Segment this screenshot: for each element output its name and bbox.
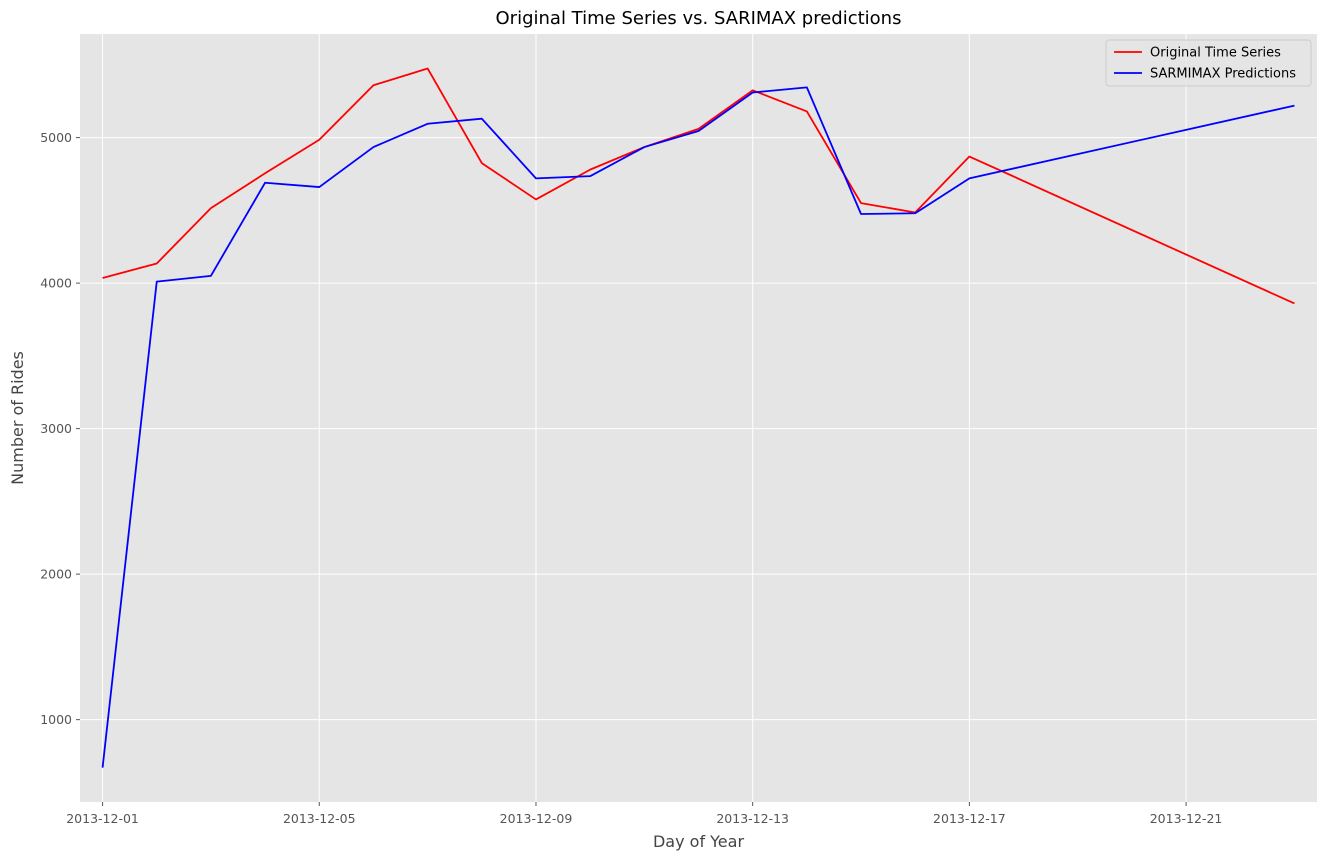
x-tick-label: 2013-12-05 bbox=[283, 811, 356, 826]
x-tick-label: 2013-12-09 bbox=[500, 811, 573, 826]
x-tick-label: 2013-12-01 bbox=[66, 811, 139, 826]
y-tick-label: 2000 bbox=[40, 567, 72, 582]
y-tick-label: 3000 bbox=[40, 421, 72, 436]
x-tick-label: 2013-12-17 bbox=[933, 811, 1006, 826]
series-layer bbox=[101, 67, 1295, 768]
legend-box bbox=[1105, 39, 1312, 87]
x-tick-label: 2013-12-21 bbox=[1150, 811, 1223, 826]
series-line-0 bbox=[102, 67, 1295, 305]
y-tick-label: 5000 bbox=[40, 130, 72, 145]
legend: Original Time Series SARMIMAX Predictions bbox=[1105, 39, 1312, 87]
legend-label: SARMIMAX Predictions bbox=[1150, 67, 1296, 82]
grid-lines bbox=[80, 34, 1317, 802]
axis-ticks: 2013-12-01 2013-12-05 2013-12-09 2013-12-13… bbox=[40, 130, 1222, 826]
y-axis-label: Number of Rides bbox=[8, 351, 27, 485]
plot-area bbox=[80, 34, 1317, 802]
x-axis-label: Day of Year bbox=[653, 832, 744, 851]
legend-label: Original Time Series bbox=[1150, 46, 1281, 61]
chart-title: Original Time Series vs. SARIMAX predict… bbox=[496, 8, 902, 29]
y-tick-label: 4000 bbox=[40, 276, 72, 291]
x-tick-label: 2013-12-13 bbox=[716, 811, 789, 826]
series-line-1 bbox=[101, 86, 1295, 768]
y-tick-label: 1000 bbox=[40, 712, 72, 727]
